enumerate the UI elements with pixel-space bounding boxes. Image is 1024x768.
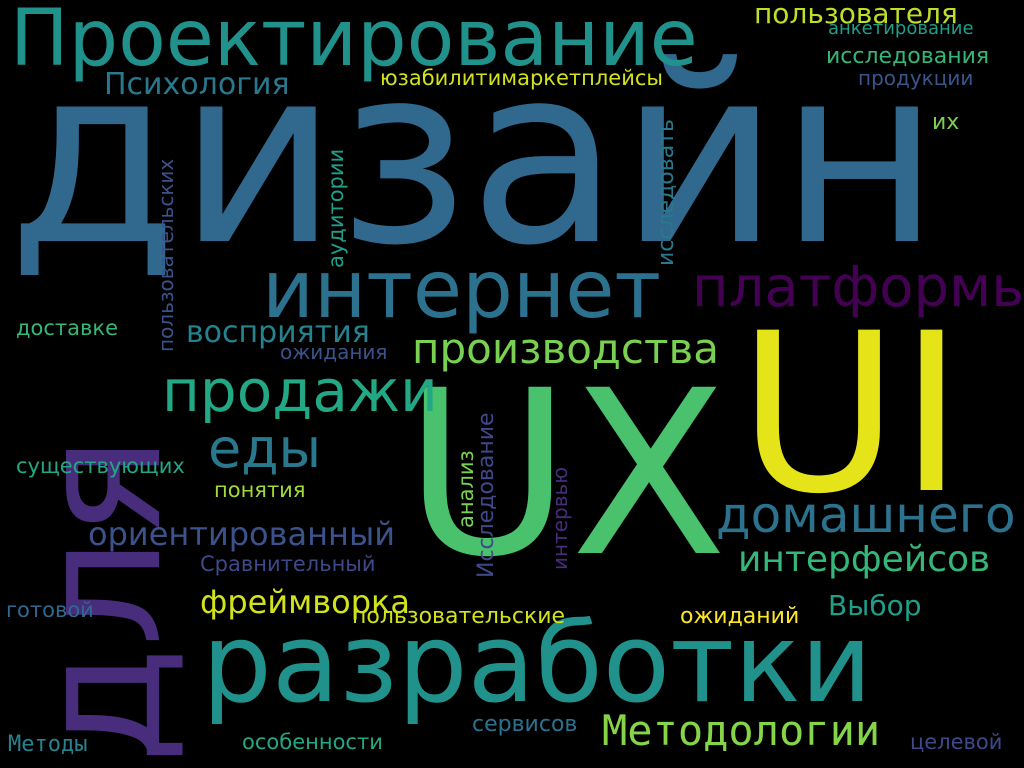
word-sushchestvuyushchih: существующих [16, 454, 185, 478]
word-platformy: платформы [692, 255, 1024, 320]
word-produkcii: продукции [858, 66, 974, 90]
word-issledovat: исследовать [654, 119, 679, 266]
word-orientirovanny: ориентированный [88, 515, 395, 553]
word-domashnego: домашнего [716, 486, 1016, 544]
word-intervyu: интервью [548, 466, 572, 570]
word-servisov: сервисов [472, 712, 578, 737]
word-sravnitelny: Сравнительный [200, 552, 376, 576]
word-ozhidaniya: ожидания [280, 340, 388, 364]
word-polzovatelya: пользователя [754, 0, 958, 30]
word-gotovoy: готовой [6, 598, 94, 622]
word-interfeisov: интерфейсов [738, 539, 991, 580]
word-edy: еды [208, 417, 322, 480]
word-psihologiya: Психология [104, 67, 290, 102]
word-issledovanie: Исследование [474, 412, 499, 578]
word-prodazhi: продажи [162, 357, 438, 425]
word-ux: UX [404, 341, 728, 607]
word-proektirovanie: Проектирование [10, 0, 698, 84]
word-ih: их [932, 110, 960, 135]
word-celevoy: целевой [910, 730, 1003, 754]
word-freimvorka: фреймворка [200, 583, 410, 621]
word-internet: интернет [262, 243, 662, 336]
word-osobennosti: особенности [242, 730, 383, 754]
word-vybor: Выбор [828, 589, 922, 622]
word-vospriyatiya: восприятия [186, 315, 370, 350]
word-proizvodstva: производства [412, 324, 719, 373]
word-ui: UI [738, 286, 964, 542]
word-dostavke: доставке [16, 316, 118, 340]
word-ozhidaniy: ожиданий [680, 604, 800, 629]
word-metodologii: Методологии [602, 706, 881, 755]
word-anketirovanie: анкетирование [828, 18, 974, 39]
word-razrabotki: разработки [202, 599, 873, 727]
word-polzovatelskih: пользовательских [154, 158, 178, 352]
word-auditorii: аудитории [324, 148, 348, 268]
word-dizain: дизайн [8, 14, 941, 300]
word-yuzabiliti: юзабилитимаркетплейсы [380, 66, 663, 90]
word-ponyatiya: понятия [214, 478, 306, 502]
word-polzovatelskie: пользовательские [352, 604, 566, 629]
word-issledovaniya: исследования [826, 44, 990, 69]
word-metody: Методы [8, 732, 88, 757]
